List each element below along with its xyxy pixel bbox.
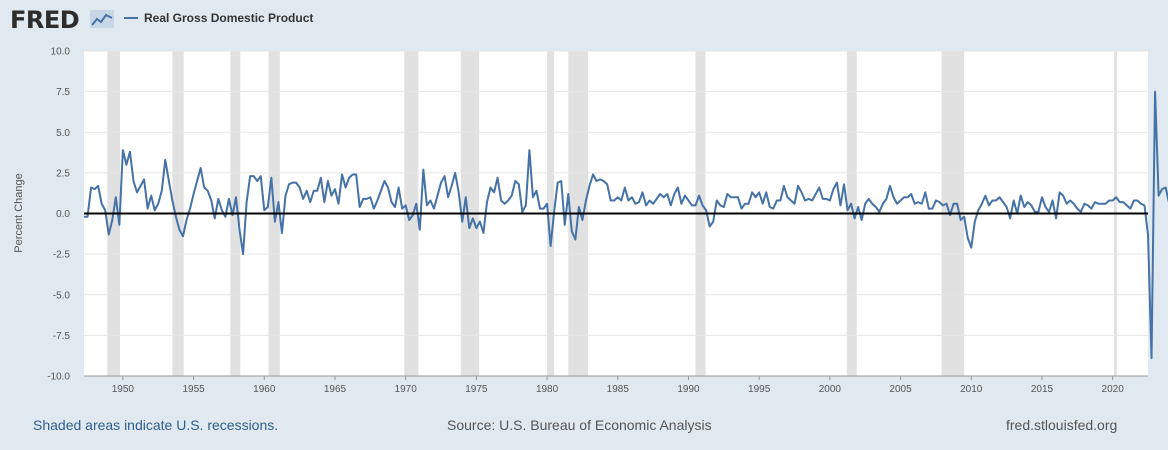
fred-logo-graph-icon [90, 10, 114, 28]
chart[interactable]: Percent Change 10.0 7.5 5.0 2.5 0.0 -2.5 -5.0 -… [0, 40, 1168, 410]
legend-label: Real Gross Domestic Product [144, 11, 314, 25]
x-tick-label: 2000 [819, 384, 842, 395]
x-tick-label: 1985 [607, 384, 630, 395]
y-tick-label: 7.5 [56, 87, 70, 98]
x-tick-label: 1975 [465, 384, 488, 395]
fred-logo[interactable]: FRED [10, 6, 80, 34]
x-tick-label: 1995 [748, 384, 771, 395]
x-tick-label: 2005 [889, 384, 912, 395]
source-text: Source: U.S. Bureau of Economic Analysis [447, 417, 712, 433]
y-tick-label: -5.0 [53, 290, 71, 301]
x-tick-label: 2020 [1102, 384, 1125, 395]
x-tick-label: 2010 [960, 384, 983, 395]
legend-swatch [124, 16, 138, 19]
plot-area: 10.0 7.5 5.0 2.5 0.0 -2.5 -5.0 -7.5 -10.0 1950 195… [47, 47, 1168, 395]
y-tick-label: 0.0 [56, 209, 70, 220]
y-tick-label: 2.5 [56, 168, 70, 179]
y-tick-label: -10.0 [47, 372, 70, 383]
x-tick-label: 1955 [182, 384, 205, 395]
x-tick-label: 1950 [112, 384, 135, 395]
x-tick-label: 2015 [1031, 384, 1054, 395]
y-tick-label: 5.0 [56, 128, 70, 139]
y-tick-label: -2.5 [53, 250, 71, 261]
y-tick-label: -7.5 [53, 331, 71, 342]
y-axis-label: Percent Change [13, 173, 25, 253]
site-link[interactable]: fred.stlouisfed.org [1006, 417, 1118, 433]
chart-header: FRED Real Gross Domestic Product [0, 0, 1168, 40]
x-tick-label: 1965 [324, 384, 347, 395]
x-tick-label: 1970 [395, 384, 418, 395]
x-tick-label: 1990 [677, 384, 700, 395]
x-tick-label: 1960 [253, 384, 276, 395]
series-line [84, 90, 1168, 360]
legend-item[interactable]: Real Gross Domestic Product [124, 11, 313, 25]
x-tick-label: 1980 [536, 384, 559, 395]
y-tick-label: 10.0 [51, 47, 71, 58]
recession-note: Shaded areas indicate U.S. recessions. [33, 417, 279, 433]
